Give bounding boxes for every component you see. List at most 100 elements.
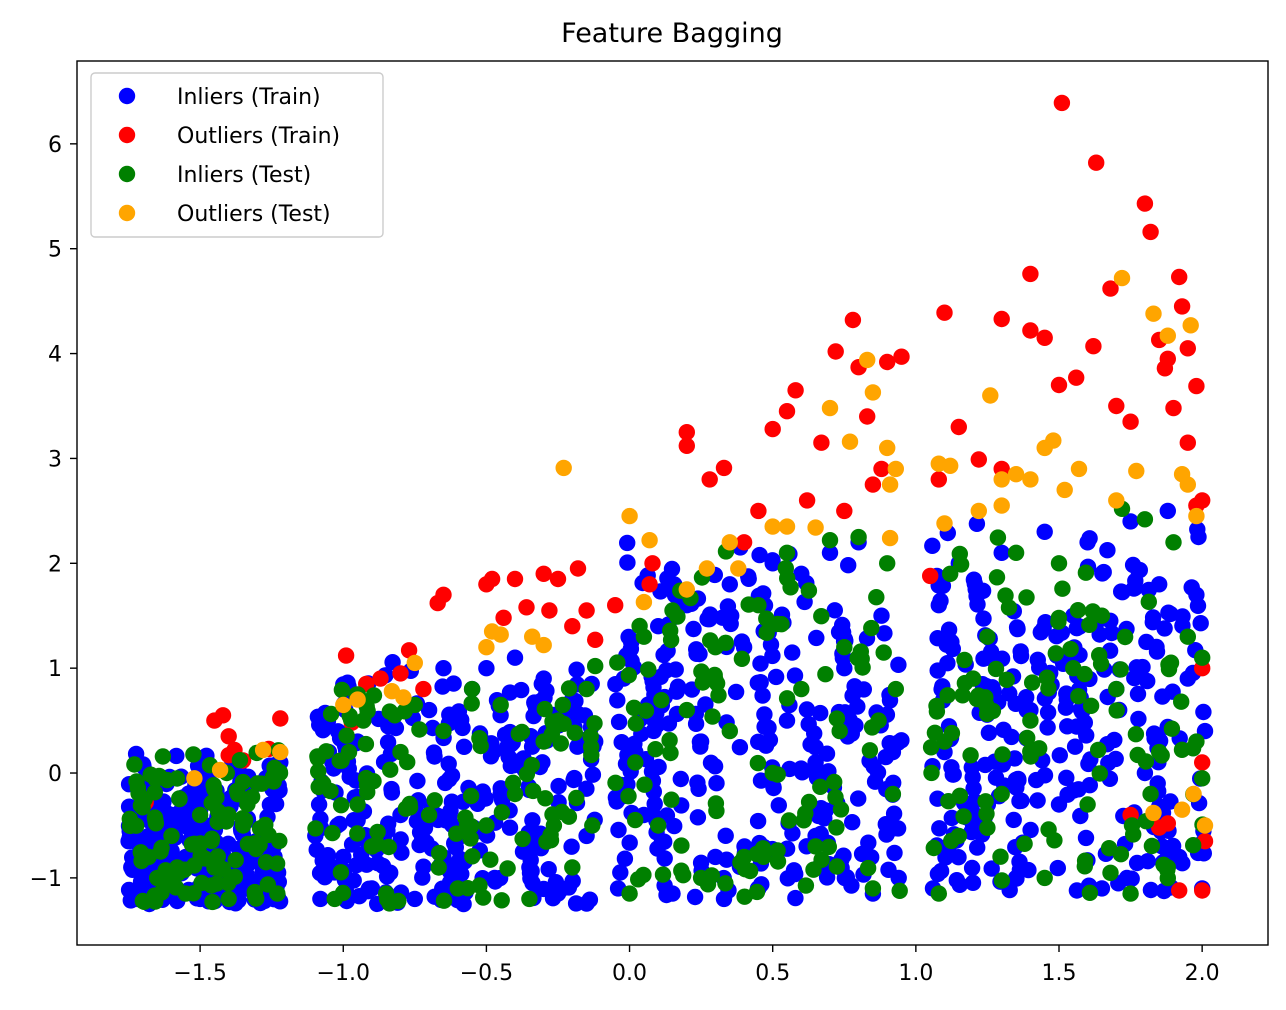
data-point: [1153, 747, 1170, 764]
data-point: [1013, 792, 1030, 809]
data-point: [654, 866, 672, 883]
data-point: [587, 631, 604, 648]
data-point: [940, 621, 958, 638]
data-point: [859, 408, 876, 425]
data-point: [369, 823, 386, 841]
data-point: [656, 833, 673, 850]
data-point: [463, 680, 481, 698]
data-point: [1000, 599, 1018, 616]
data-point: [483, 570, 501, 588]
data-point: [1088, 154, 1105, 171]
data-point: [620, 788, 637, 805]
data-point: [988, 569, 1006, 586]
data-point: [764, 552, 781, 569]
data-point: [974, 582, 992, 599]
data-point: [435, 586, 452, 603]
data-point: [850, 790, 867, 807]
data-point: [418, 834, 435, 851]
data-point: [130, 880, 148, 897]
data-point: [257, 816, 274, 834]
data-point: [587, 657, 604, 675]
data-point: [886, 844, 903, 862]
data-point: [619, 534, 636, 552]
data-point: [392, 831, 409, 848]
data-point: [1173, 801, 1191, 818]
data-point: [840, 557, 857, 574]
data-point: [861, 742, 879, 759]
data-point: [1036, 767, 1054, 784]
data-point: [956, 674, 974, 692]
data-point: [147, 770, 164, 788]
data-point: [435, 892, 453, 909]
data-point: [727, 683, 745, 701]
data-point: [382, 761, 399, 778]
data-point: [757, 737, 775, 754]
data-point: [717, 827, 734, 844]
data-point: [455, 738, 473, 755]
data-point: [553, 803, 570, 821]
data-point: [828, 858, 846, 875]
data-point: [620, 667, 637, 684]
data-point: [316, 869, 333, 886]
data-point: [261, 796, 279, 813]
y-tick-label: 6: [48, 133, 62, 158]
data-point: [499, 860, 516, 877]
data-point: [970, 502, 987, 520]
data-point: [1091, 647, 1108, 664]
data-point: [208, 875, 226, 892]
data-point: [254, 741, 272, 759]
data-point: [493, 804, 511, 821]
data-point: [627, 811, 644, 829]
data-point: [808, 629, 825, 647]
points-layer: [120, 94, 1214, 913]
data-point: [538, 833, 555, 850]
legend: Inliers (Train) Outliers (Train) Inliers (…: [90, 72, 384, 238]
data-point: [975, 610, 992, 627]
data-point: [1142, 223, 1159, 241]
data-point: [584, 817, 601, 834]
data-point: [1069, 602, 1087, 619]
data-point: [1050, 376, 1068, 394]
data-point: [334, 884, 352, 902]
data-point: [1159, 502, 1177, 520]
data-point: [1142, 881, 1160, 899]
data-point: [1108, 397, 1125, 415]
data-point: [769, 842, 786, 859]
data-point: [1023, 674, 1041, 691]
data-point: [543, 726, 560, 743]
data-point: [635, 593, 653, 611]
data-point: [246, 887, 264, 904]
data-point: [568, 661, 585, 678]
data-point: [435, 722, 452, 740]
data-point: [826, 602, 843, 619]
data-point: [400, 642, 418, 659]
data-point: [310, 778, 327, 796]
data-point: [435, 660, 452, 677]
data-point: [685, 620, 702, 638]
data-point: [1139, 672, 1156, 690]
data-point: [962, 747, 979, 764]
data-point: [1080, 755, 1097, 773]
data-point: [196, 850, 214, 867]
data-point: [1022, 471, 1039, 488]
data-point: [492, 696, 509, 714]
data-point: [380, 838, 397, 856]
data-point: [397, 800, 415, 817]
data-point: [740, 596, 757, 613]
data-point: [836, 639, 853, 656]
data-point: [778, 690, 796, 707]
data-point: [969, 596, 986, 613]
data-point: [307, 820, 324, 837]
data-point: [430, 859, 447, 876]
data-point: [1078, 727, 1095, 744]
data-point: [454, 719, 471, 737]
data-point: [493, 892, 510, 909]
data-point: [787, 889, 804, 907]
data-point: [153, 839, 170, 856]
data-point: [464, 848, 481, 865]
data-point: [1188, 377, 1205, 395]
data-point: [925, 839, 942, 857]
data-point: [630, 871, 647, 888]
data-point: [881, 529, 899, 547]
data-point: [463, 695, 480, 712]
